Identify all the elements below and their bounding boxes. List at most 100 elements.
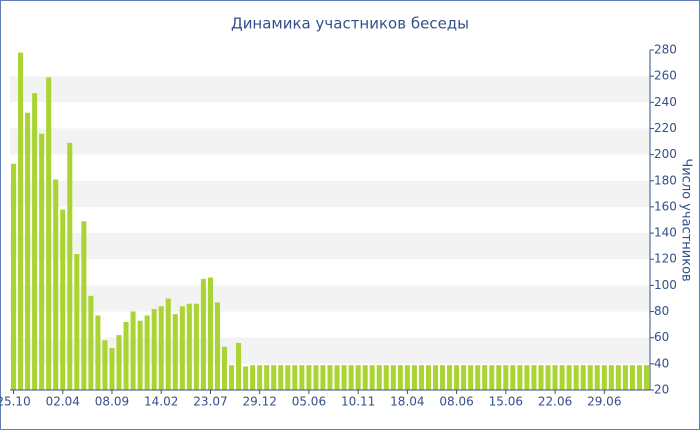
bar — [425, 365, 431, 390]
bar — [306, 365, 312, 390]
chart-title: Динамика участников беседы — [231, 15, 469, 33]
x-tick-label: 02.04 — [46, 395, 80, 409]
bar — [320, 365, 326, 390]
bar — [137, 320, 143, 390]
grid-band — [10, 180, 650, 207]
bar — [489, 365, 495, 390]
x-tick-label: 14.02 — [144, 395, 178, 409]
bar — [369, 365, 375, 390]
y-tick-label: 140 — [654, 226, 677, 240]
bar — [404, 365, 410, 390]
bar — [432, 365, 439, 390]
bar — [454, 365, 460, 390]
bar — [411, 365, 417, 390]
bar — [552, 365, 558, 390]
x-tick-label: 05.06 — [292, 395, 326, 409]
bar — [285, 365, 291, 390]
bar — [510, 365, 516, 390]
bar — [439, 365, 446, 390]
bar — [130, 311, 136, 390]
bar — [250, 365, 256, 390]
bar — [116, 335, 122, 390]
grid-band — [10, 128, 650, 155]
y-tick-label: 240 — [654, 95, 677, 109]
y-tick-label: 20 — [654, 383, 669, 397]
x-tick-label: 23.07 — [193, 395, 227, 409]
bar — [123, 322, 129, 390]
grid-band — [10, 76, 650, 103]
bar — [615, 365, 621, 390]
bar — [158, 306, 164, 390]
bar — [95, 315, 101, 390]
bar — [355, 365, 361, 390]
bar — [503, 365, 509, 390]
bar — [376, 365, 382, 390]
y-tick-label: 160 — [654, 199, 677, 213]
bar — [643, 365, 650, 390]
bar — [32, 93, 38, 391]
bar — [341, 365, 347, 390]
bar — [243, 366, 249, 390]
grid-band — [10, 285, 650, 312]
bar — [109, 348, 115, 390]
bar — [531, 365, 537, 390]
bar — [622, 365, 628, 390]
bar — [39, 133, 45, 390]
bar — [524, 365, 530, 390]
bar — [186, 303, 192, 390]
x-tick-label: 18.04 — [390, 395, 424, 409]
bar — [468, 365, 474, 390]
bar — [383, 365, 389, 390]
bar — [475, 365, 481, 390]
bar — [397, 365, 403, 390]
bar — [102, 340, 108, 390]
bar — [587, 365, 593, 390]
bar — [88, 295, 94, 390]
y-tick-label: 180 — [654, 173, 677, 187]
bar — [179, 306, 185, 390]
bar — [144, 315, 150, 390]
bar — [573, 365, 579, 390]
bar — [517, 365, 523, 390]
bar — [482, 365, 488, 390]
bar — [67, 142, 73, 390]
bar — [299, 365, 305, 390]
bar — [264, 365, 270, 390]
bar — [18, 52, 24, 390]
y-tick-label: 200 — [654, 147, 677, 161]
bar — [214, 302, 221, 390]
bar — [566, 365, 572, 390]
bar — [25, 112, 31, 391]
y-tick-label: 40 — [654, 356, 669, 370]
bar — [200, 278, 206, 390]
y-tick-label: 120 — [654, 252, 677, 266]
bar — [327, 365, 333, 390]
grid-band — [10, 233, 650, 260]
bar — [207, 277, 213, 390]
y-tick-label: 100 — [654, 278, 677, 292]
bar — [60, 209, 66, 390]
bar — [151, 308, 157, 390]
bar — [334, 365, 340, 390]
bar — [461, 365, 467, 390]
bar — [193, 303, 199, 390]
x-tick-label: 22.06 — [538, 395, 572, 409]
x-tick-label: 08.06 — [439, 395, 473, 409]
bar — [257, 365, 263, 390]
bar — [538, 365, 544, 390]
bar — [313, 365, 319, 390]
y-tick-label: 260 — [654, 69, 677, 83]
bar — [278, 365, 284, 390]
bar — [390, 365, 396, 390]
bar — [172, 314, 178, 390]
y-tick-label: 220 — [654, 121, 677, 135]
bar — [447, 365, 453, 390]
bar — [348, 365, 354, 390]
y-tick-label: 280 — [654, 43, 677, 57]
x-tick-label: 25.10 — [0, 395, 31, 409]
bar — [236, 342, 242, 390]
bar — [594, 365, 600, 390]
x-tick-label: 29.06 — [587, 395, 621, 409]
bar — [496, 365, 502, 390]
